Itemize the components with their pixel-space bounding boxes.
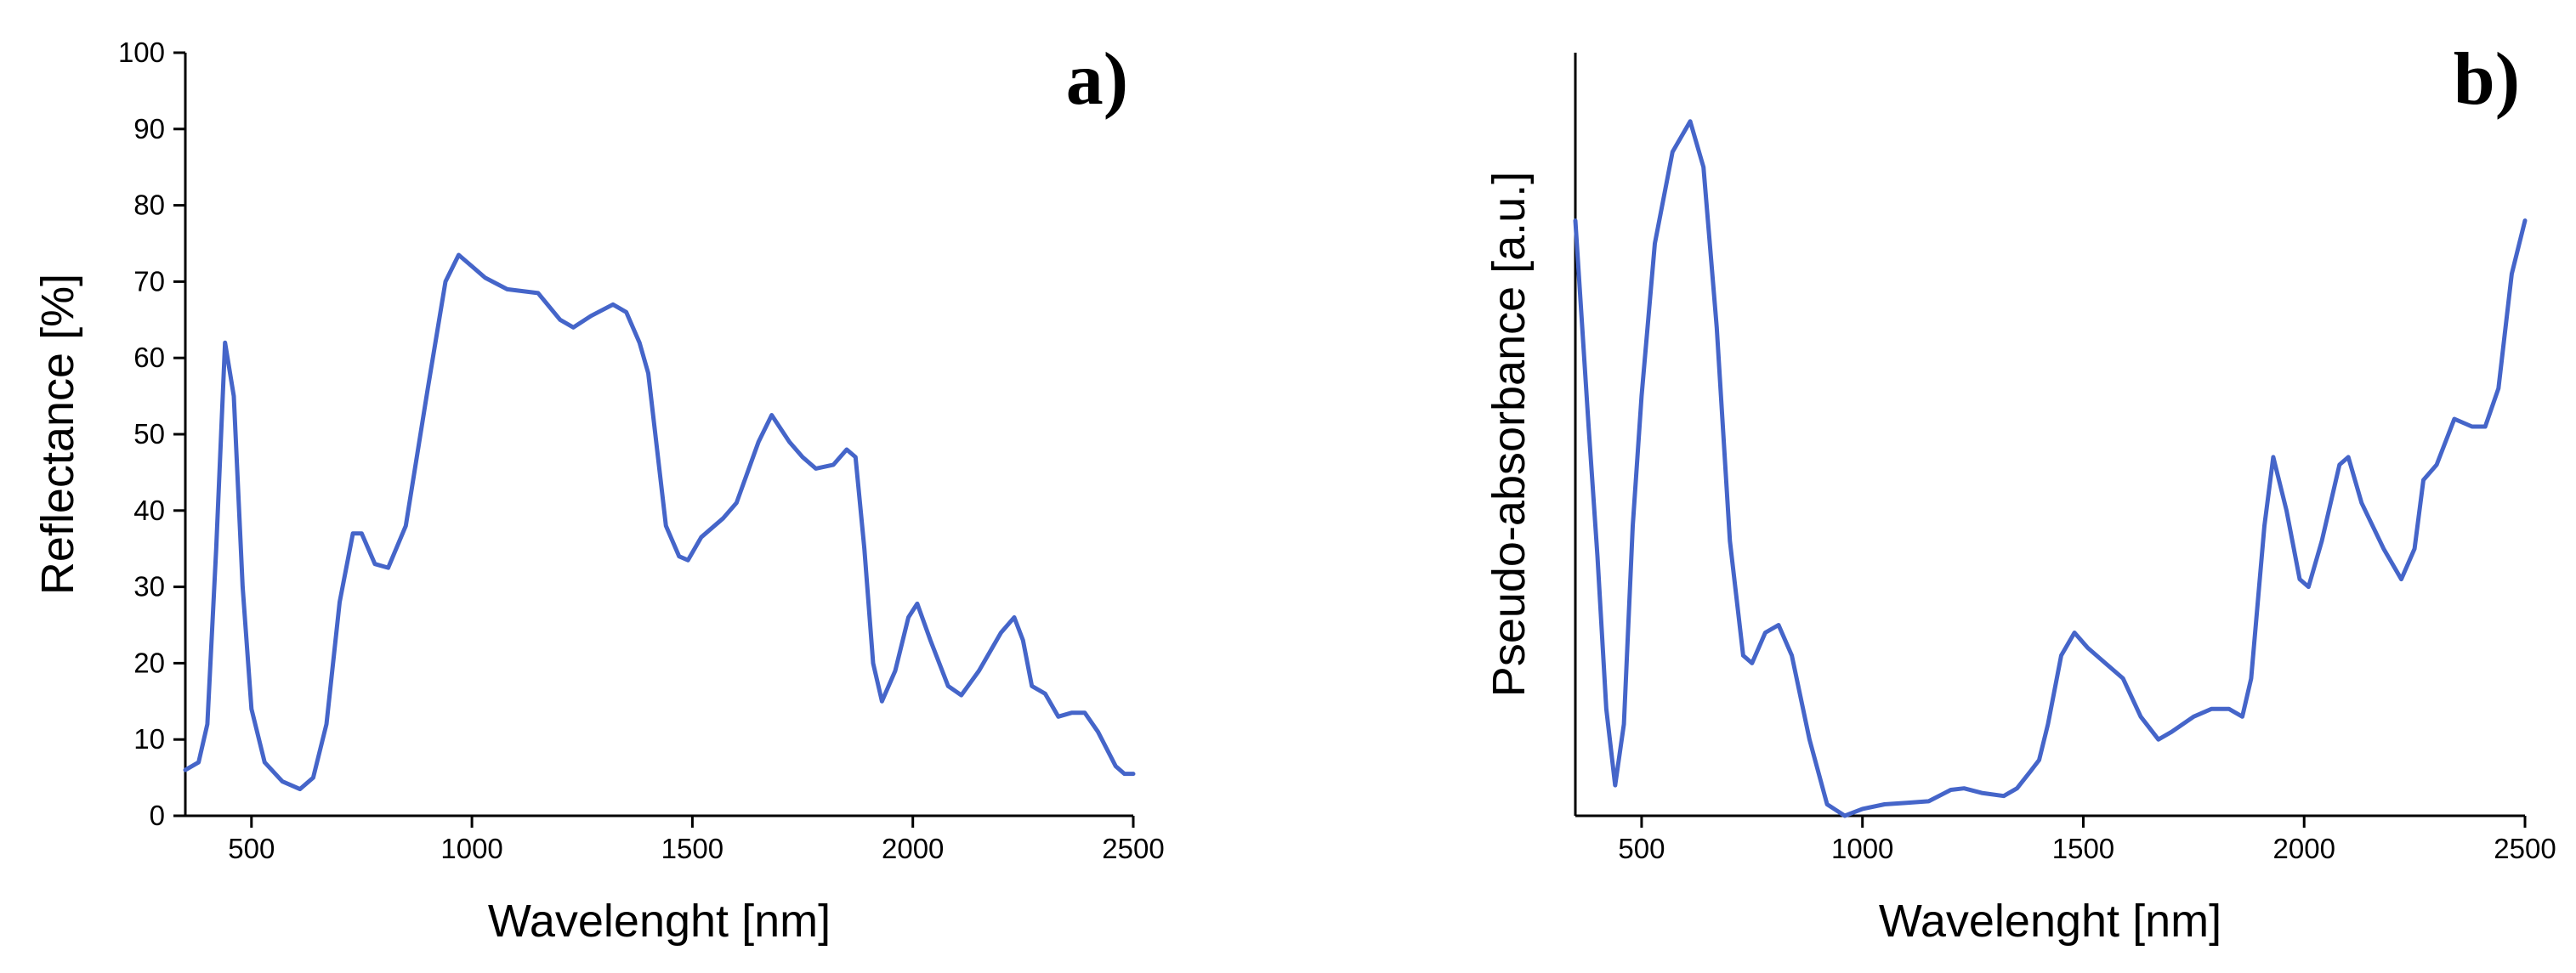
panel-label: a) (1066, 38, 1128, 121)
x-tick-label: 1000 (1831, 833, 1893, 864)
y-tick-label: 80 (133, 190, 165, 221)
x-tick-label: 2500 (2494, 833, 2556, 864)
y-tick-label: 70 (133, 265, 165, 297)
x-tick-label: 2000 (2273, 833, 2335, 864)
x-tick-label: 500 (228, 833, 275, 864)
y-tick-label: 100 (118, 37, 165, 68)
x-tick-label: 500 (1618, 833, 1665, 864)
y-tick-label: 50 (133, 418, 165, 450)
y-tick-label: 20 (133, 647, 165, 678)
y-tick-label: 40 (133, 495, 165, 526)
panel-label: b) (2454, 38, 2520, 121)
x-tick-label: 2500 (1102, 833, 1164, 864)
x-axis-label: Wavelenght [nm] (488, 896, 831, 947)
x-tick-label: 2000 (882, 833, 944, 864)
y-tick-label: 0 (150, 800, 165, 831)
x-tick-label: 1500 (661, 833, 723, 864)
line-series (1573, 119, 2528, 818)
x-axis-label: Wavelenght [nm] (1879, 896, 2221, 947)
y-axis-label: Reflectance [%] (32, 274, 83, 595)
x-tick-label: 1500 (2052, 833, 2114, 864)
line-series (183, 252, 1136, 792)
y-tick-label: 10 (133, 723, 165, 755)
y-tick-label: 60 (133, 342, 165, 373)
y-tick-label: 90 (133, 113, 165, 144)
x-tick-label: 1000 (440, 833, 502, 864)
y-axis-label: Pseudo-absorbance [a.u.] (1484, 172, 1535, 697)
y-tick-label: 30 (133, 571, 165, 602)
